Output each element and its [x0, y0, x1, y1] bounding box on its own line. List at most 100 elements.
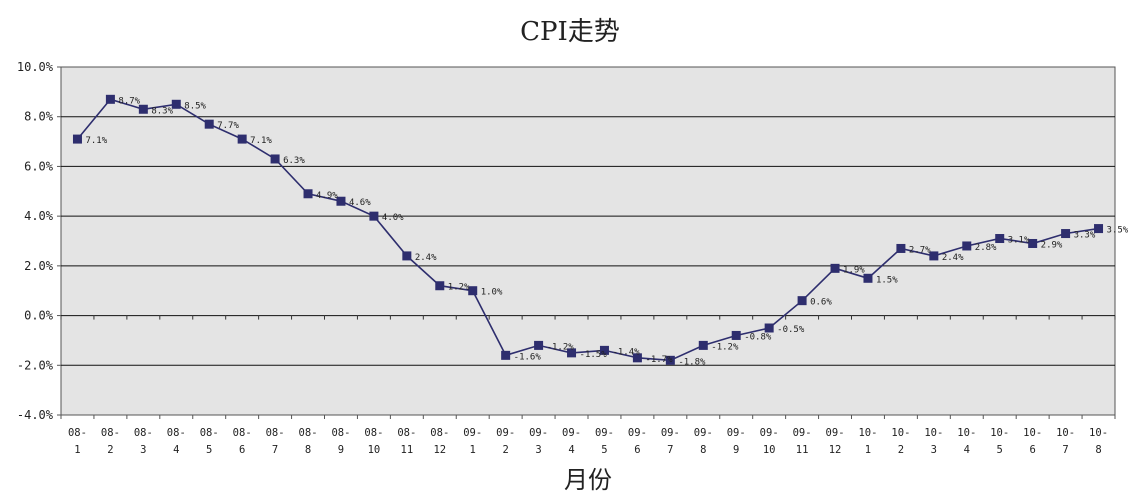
x-tick-label-year: 08- [430, 427, 449, 439]
x-tick-label-month: 9 [338, 444, 344, 456]
x-tick-label-year: 10- [1089, 427, 1108, 439]
data-point-marker [896, 243, 906, 253]
data-point-marker [303, 189, 313, 199]
x-tick-label-month: 6 [1029, 444, 1035, 456]
data-point-marker [1028, 238, 1038, 248]
data-label: 2.4% [415, 253, 437, 263]
x-tick-label-month: 2 [502, 444, 508, 456]
x-tick-label-month: 10 [368, 444, 381, 456]
data-point-marker [567, 348, 577, 358]
data-label: -1.8% [678, 357, 706, 367]
x-tick-label-year: 09- [496, 427, 515, 439]
x-tick-label-year: 09- [727, 427, 746, 439]
y-tick-label: 10.0% [17, 60, 54, 74]
x-tick-label-year: 08- [200, 427, 219, 439]
x-tick-label-month: 9 [733, 444, 739, 456]
data-label: 7.1% [85, 136, 107, 146]
x-tick-label-month: 12 [829, 444, 842, 456]
data-point-marker [995, 234, 1005, 244]
x-tick-label-month: 8 [305, 444, 311, 456]
data-point-marker [105, 94, 115, 104]
data-label: 1.0% [481, 288, 503, 298]
y-tick-label: 4.0% [24, 209, 54, 223]
x-axis-ticks: 08- 1 08- 2 08- 3 08- 4 08- 5 08- 6 08- 7 08- 8 08- 9 08- 1… [68, 427, 1108, 456]
x-tick-label-month: 4 [568, 444, 574, 456]
x-tick-label-year: 10- [1023, 427, 1042, 439]
data-label: -1.5% [580, 350, 608, 360]
data-point-marker [797, 296, 807, 306]
data-point-marker [962, 241, 972, 251]
data-label: 3.1% [1008, 236, 1030, 246]
plot-area [60, 66, 1116, 416]
data-label: 7.1% [250, 136, 272, 146]
data-label: -1.4% [612, 347, 640, 357]
x-tick-label-month: 6 [239, 444, 245, 456]
data-point-marker [534, 340, 544, 350]
y-tick-label: 0.0% [24, 309, 54, 323]
x-tick-label-year: 08- [68, 427, 87, 439]
x-tick-label-month: 5 [601, 444, 607, 456]
data-point-marker [929, 251, 939, 261]
x-tick-label-month: 11 [796, 444, 809, 456]
x-tick-label-month: 1 [865, 444, 871, 456]
data-point-marker [731, 330, 741, 340]
x-tick-label-year: 08- [299, 427, 318, 439]
data-label: 8.5% [184, 101, 206, 111]
x-tick-label-year: 10- [990, 427, 1009, 439]
data-label: 2.7% [909, 245, 931, 255]
data-point-marker [435, 281, 445, 291]
data-point-marker [698, 340, 708, 350]
x-tick-label-year: 08- [364, 427, 383, 439]
data-point-marker [237, 134, 247, 144]
x-tick-label-month: 4 [173, 444, 179, 456]
x-axis-title: 月份 [564, 466, 612, 494]
data-label: 6.3% [283, 156, 305, 166]
x-tick-label-year: 09- [694, 427, 713, 439]
x-tick-label-month: 2 [898, 444, 904, 456]
x-tick-label-month: 8 [1095, 444, 1101, 456]
x-tick-label-month: 5 [997, 444, 1003, 456]
data-label: -0.8% [744, 332, 772, 342]
x-tick-label-year: 08- [233, 427, 252, 439]
x-tick-label-year: 08- [331, 427, 350, 439]
data-point-marker [468, 286, 478, 296]
data-label: 8.7% [118, 96, 140, 106]
x-tick-label-year: 09- [661, 427, 680, 439]
data-labels: 7.1% 8.7% 8.3% 8.5% 7.7% 7.1% 6.3% 4.9% 4.6% 4.0%… [85, 96, 1128, 367]
x-tick-label-year: 08- [266, 427, 285, 439]
x-tick-label-month: 7 [272, 444, 278, 456]
data-label: 7.7% [217, 121, 239, 131]
data-label: 1.2% [448, 283, 470, 293]
data-point-marker [1061, 229, 1071, 239]
x-tick-label-year: 09- [826, 427, 845, 439]
data-point-marker [138, 104, 148, 114]
x-tick-label-year: 09- [562, 427, 581, 439]
data-point-marker [402, 251, 412, 261]
x-tick-label-year: 10- [957, 427, 976, 439]
data-label: 3.5% [1107, 226, 1129, 236]
x-tick-label-month: 5 [206, 444, 212, 456]
data-point-marker [830, 263, 840, 273]
data-point-marker [1094, 224, 1104, 234]
x-tick-label-month: 2 [107, 444, 113, 456]
y-tick-label: 2.0% [24, 259, 54, 273]
x-tick-label-year: 10- [1056, 427, 1075, 439]
data-label: 3.3% [1074, 231, 1096, 241]
x-tick-label-year: 08- [167, 427, 186, 439]
data-label: 1.5% [876, 275, 898, 285]
data-label: 0.6% [810, 298, 832, 308]
x-tick-label-year: 08- [397, 427, 416, 439]
y-axis-ticks: -4.0% -2.0% 0.0% 2.0% 4.0% 6.0% 8.0% 10.0% [17, 60, 61, 422]
data-label: 2.4% [942, 253, 964, 263]
data-point-marker [863, 273, 873, 283]
data-label: 8.3% [151, 106, 173, 116]
data-point-marker [764, 323, 774, 333]
x-tick-label-year: 09- [595, 427, 614, 439]
data-label: 4.9% [316, 191, 338, 201]
x-tick-label-year: 09- [529, 427, 548, 439]
x-tick-label-year: 09- [760, 427, 779, 439]
data-point-marker [270, 154, 280, 164]
data-label: -1.6% [514, 352, 542, 362]
data-point-marker [501, 350, 511, 360]
x-tick-label-month: 1 [470, 444, 476, 456]
